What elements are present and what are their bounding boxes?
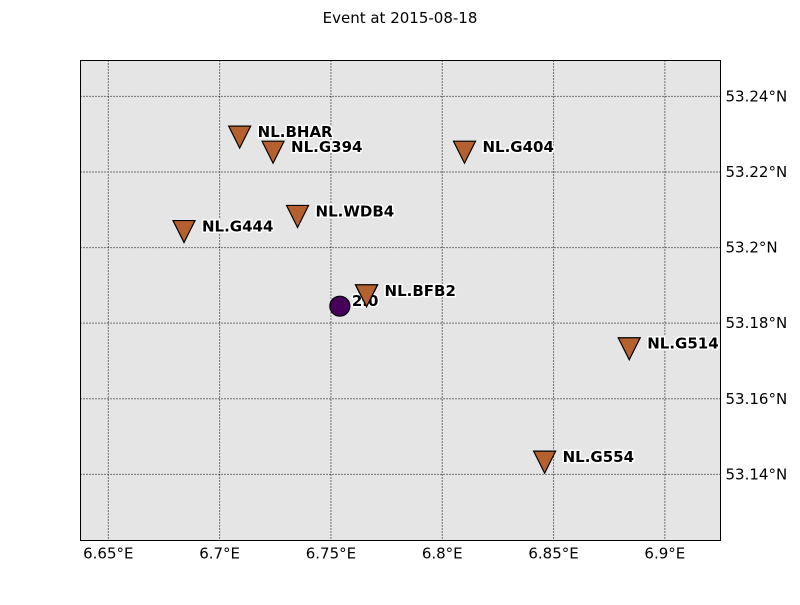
station-label: NL.G404 <box>483 138 554 156</box>
station-label: NL.G514 <box>647 335 718 353</box>
station-marker <box>532 450 557 475</box>
event-marker <box>329 295 351 317</box>
y-tick-label: 53.16°N <box>726 390 788 408</box>
x-tick-label: 6.8°E <box>422 545 463 563</box>
y-tick-label: 53.22°N <box>726 163 788 181</box>
station-marker <box>261 140 286 165</box>
y-tick-label: 53.24°N <box>726 87 788 105</box>
chart-title: Event at 2015-08-18 <box>322 9 478 27</box>
station-label: NL.G554 <box>563 448 634 466</box>
station-marker-overlay <box>354 284 379 309</box>
station-marker <box>452 140 477 165</box>
station-marker <box>172 219 196 244</box>
y-tick-label: 53.18°N <box>726 314 788 332</box>
plot-frame <box>80 60 721 541</box>
y-tick-label: 53.2°N <box>726 239 778 257</box>
station-label: NL.G444 <box>202 218 273 236</box>
station-label: NL.BFB2 <box>385 282 456 300</box>
y-tick-label: 53.14°N <box>726 465 788 483</box>
station-marker <box>227 125 252 150</box>
x-tick-label: 6.75°E <box>306 545 356 563</box>
plot-background <box>80 60 721 541</box>
station-marker <box>285 204 310 229</box>
x-tick-label: 6.9°E <box>644 545 685 563</box>
station-marker <box>617 337 642 362</box>
station-label: NL.G394 <box>291 138 362 156</box>
x-tick-label: 6.65°E <box>83 545 133 563</box>
station-label: NL.BHAR <box>258 123 333 141</box>
x-tick-label: 6.7°E <box>199 545 240 563</box>
x-tick-label: 6.85°E <box>528 545 578 563</box>
station-label: NL.WDB4 <box>316 202 395 220</box>
